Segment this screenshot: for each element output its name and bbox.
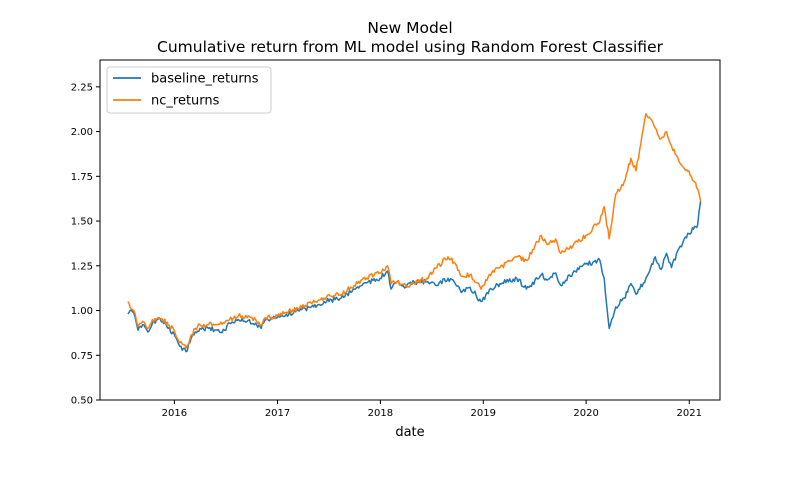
x-tick-label: 2021 [677,408,702,419]
y-tick-label: 2.25 [71,82,93,93]
x-tick-label: 2020 [573,408,598,419]
legend-label: nc_returns [151,94,220,109]
x-tick-label: 2016 [162,408,187,419]
y-tick-label: 2.00 [71,127,93,138]
y-tick-label: 1.75 [71,172,93,183]
y-tick-label: 0.50 [71,396,93,407]
y-tick-label: 1.00 [71,306,93,317]
x-axis-label: date [395,425,424,440]
chart-subtitle: Cumulative return from ML model using Ra… [157,38,664,56]
chart-title: New Model [367,19,452,37]
y-axis: 0.50 0.75 1.00 1.25 1.50 1.75 2.00 2.25 [71,82,100,407]
legend-box [106,66,272,114]
x-axis: 2016 2017 2018 2019 2020 2021 [162,400,702,419]
y-tick-label: 0.75 [71,351,93,362]
plot-lines [127,112,702,353]
x-tick-label: 2019 [471,408,496,419]
series-line-nc_returns [127,112,702,349]
x-tick-label: 2018 [368,408,393,419]
legend-label: baseline_returns [151,72,259,87]
legend: baseline_returns nc_returns [106,66,272,114]
y-tick-label: 1.50 [71,217,93,228]
x-tick-label: 2017 [265,408,290,419]
y-tick-label: 1.25 [71,261,93,272]
plot-frame [99,59,721,401]
series-line-baseline_returns [127,201,702,353]
